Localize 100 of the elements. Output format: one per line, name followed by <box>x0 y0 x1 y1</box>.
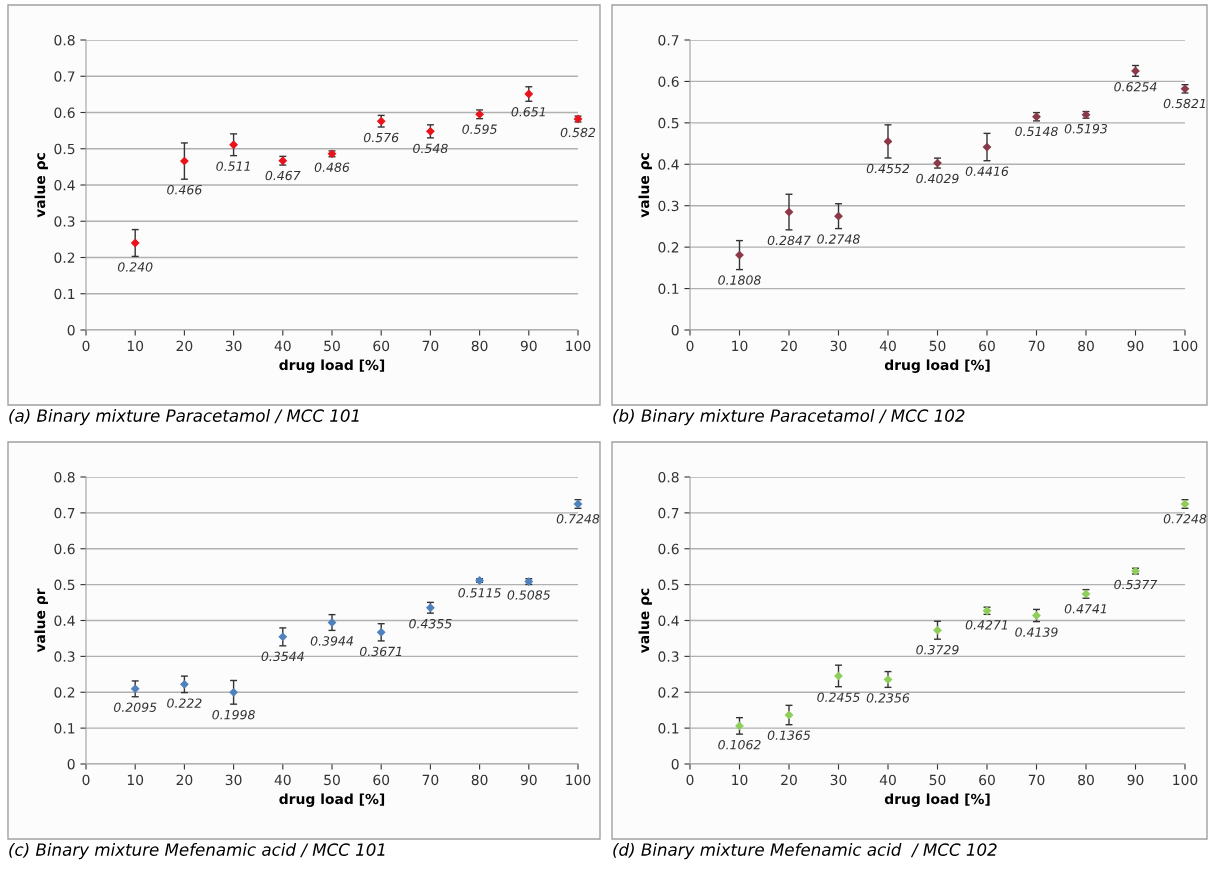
data-label: 0.4552 <box>866 163 910 174</box>
y-tick-label: 0.1 <box>54 288 75 300</box>
point <box>229 140 238 149</box>
point <box>735 250 744 260</box>
data-label: 0.5085 <box>507 590 550 600</box>
data-label: 0.582 <box>560 127 596 138</box>
x-axis-title: drug load [%] <box>884 793 990 807</box>
data-label: 0.576 <box>363 132 399 143</box>
x-tick-label: 40 <box>274 774 291 786</box>
x-tick-label: 30 <box>830 774 847 786</box>
x-tick-label: 70 <box>422 340 439 352</box>
y-tick-label: 0.2 <box>658 242 679 253</box>
point <box>377 628 386 637</box>
y-tick-label: 0 <box>671 758 679 770</box>
x-tick-label: 50 <box>324 774 340 786</box>
x-tick-label: 20 <box>781 340 797 352</box>
x-tick-label: 30 <box>225 340 242 352</box>
y-tick-label: 0.2 <box>658 687 679 698</box>
data-label: 0.4029 <box>916 173 959 184</box>
data-label: 0.651 <box>511 107 545 117</box>
y-axis-title: value ρc <box>34 153 48 218</box>
text: (c) Binary mixture Mefenamic acid / MCC 101 <box>9 843 385 860</box>
x-tick-label: 80 <box>471 774 488 786</box>
data-label: 0.4741 <box>1064 604 1106 614</box>
y-tick-label: 0.7 <box>54 71 75 82</box>
x-tick-label: 20 <box>176 774 193 786</box>
x-axis-title: drug load [%] <box>884 359 990 373</box>
x-tick-label: 20 <box>781 774 797 786</box>
x-axis-title: drug load [%] <box>279 793 385 807</box>
data-label: 0.1062 <box>718 739 761 750</box>
y-tick-label: 0.1 <box>658 723 679 734</box>
y-tick-label: 0.1 <box>54 723 75 734</box>
y-tick-label: 0.5 <box>54 579 75 591</box>
x-tick-label: 50 <box>929 774 946 786</box>
data-label: 0.6254 <box>1114 82 1157 92</box>
data-label: 0.2455 <box>817 692 860 702</box>
x-tick-label: 0 <box>82 774 90 786</box>
x-tick-label: 50 <box>324 340 340 352</box>
x-tick-label: 90 <box>1127 774 1144 786</box>
data-label: 0.486 <box>314 162 350 172</box>
point <box>883 137 893 146</box>
y-tick-label: 0.8 <box>54 34 75 46</box>
data-label: 0.240 <box>117 262 153 272</box>
y-tick-label: 0.3 <box>658 651 679 662</box>
x-tick-label: 40 <box>879 774 896 786</box>
data-label: 0.466 <box>167 184 202 195</box>
y-tick-label: 0.4 <box>54 615 75 626</box>
x-tick-label: 20 <box>176 340 193 352</box>
y-tick-label: 0.3 <box>54 216 75 227</box>
data-label: 0.1365 <box>767 730 811 740</box>
point <box>982 142 992 152</box>
y-tick-label: 0.7 <box>54 507 75 519</box>
x-tick-label: 0 <box>686 774 694 786</box>
x-tick-label: 10 <box>732 340 748 352</box>
data-label: 0.467 <box>265 170 301 181</box>
point <box>180 156 189 166</box>
data-label: 0.595 <box>462 124 497 134</box>
x-tick-label: 100 <box>566 774 591 786</box>
data-label: 0.1808 <box>718 275 761 285</box>
x-tick-label: 60 <box>373 340 390 352</box>
y-tick-label: 0.2 <box>54 252 75 263</box>
y-tick-label: 0.5 <box>658 579 679 591</box>
x-axis-title: drug load [%] <box>279 359 385 373</box>
point <box>229 688 238 697</box>
x-tick-label: 100 <box>1173 340 1198 352</box>
point <box>834 671 843 681</box>
x-tick-label: 100 <box>1173 774 1198 786</box>
point <box>131 238 140 248</box>
data-label: 0.5377 <box>1114 579 1158 590</box>
x-tick-label: 40 <box>274 340 291 352</box>
y-tick-label: 0.6 <box>658 76 679 87</box>
data-label: 0.7248 <box>556 514 600 524</box>
y-axis-title: value ρc <box>638 153 652 218</box>
data-label: 0.7248 <box>1163 514 1207 524</box>
data-label: 0.2356 <box>866 693 910 703</box>
text: (d) Binary mixture Mefenamic acid / MCC 102 <box>613 843 997 860</box>
y-tick-label: 0.7 <box>658 34 679 46</box>
x-tick-label: 0 <box>82 340 90 352</box>
x-tick-label: 60 <box>979 340 995 352</box>
point <box>278 632 287 641</box>
x-tick-label: 80 <box>1078 340 1094 352</box>
point <box>180 680 189 689</box>
y-tick-label: 0.1 <box>658 283 679 295</box>
text: (b) Binary mixture Paracetamol / MCC 102 <box>613 409 965 426</box>
data-label: 0.5193 <box>1064 123 1108 134</box>
data-label: 0.3944 <box>310 636 353 646</box>
point <box>784 710 794 720</box>
data-label: 0.4416 <box>965 166 1009 176</box>
y-tick-label: 0 <box>67 324 75 336</box>
y-tick-label: 0.4 <box>54 179 75 191</box>
x-tick-label: 50 <box>929 340 946 352</box>
y-tick-label: 0.6 <box>54 543 75 555</box>
data-label: 0.2095 <box>113 702 157 712</box>
x-tick-label: 30 <box>830 340 847 352</box>
y-tick-label: 0.2 <box>54 687 75 698</box>
y-tick-label: 0.3 <box>658 200 679 212</box>
point <box>933 626 942 635</box>
x-tick-label: 30 <box>225 774 242 786</box>
y-axis-title: value ρr <box>34 588 48 653</box>
x-tick-label: 10 <box>127 340 144 352</box>
